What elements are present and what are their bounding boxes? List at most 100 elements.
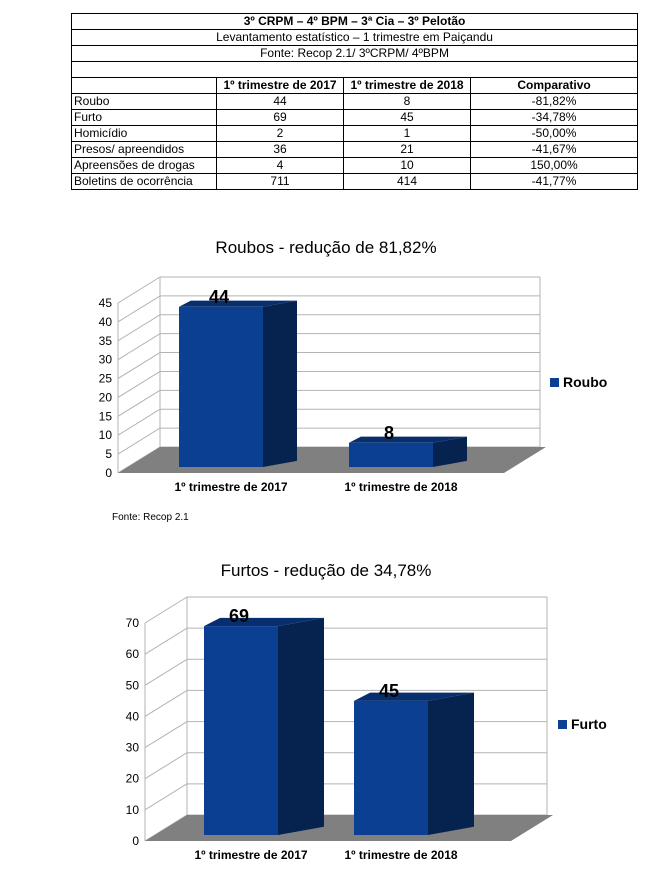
bar-top	[204, 617, 324, 627]
data-label: 69	[229, 606, 249, 626]
bar-top	[349, 436, 467, 443]
y-tick-label: 50	[126, 678, 140, 692]
gridline-side	[144, 721, 188, 748]
table-cell: 8	[343, 93, 471, 110]
y-tick-label: 40	[99, 315, 113, 329]
statistics-table: 3º CRPM – 4º BPM – 3ª Cia – 3º Pelotão L…	[70, 13, 639, 190]
data-label: 8	[384, 423, 394, 443]
table-header-cell: 1º trimestre de 2017	[216, 77, 344, 94]
chart-source: Fonte: Recop 2.1	[112, 512, 189, 523]
table-cell: -34,78%	[469, 109, 639, 126]
table-header-row: 1º trimestre de 2017 1º trimestre de 201…	[71, 77, 639, 94]
bar-side	[263, 300, 297, 467]
gridline-side	[144, 658, 188, 686]
y-tick-label: 20	[99, 390, 113, 404]
table-cell: Apreensões de drogas	[71, 157, 217, 174]
chart-roubos: 0 5 10 15 20 25 30 35 40 45 44 1º trimestre de 2017…	[99, 276, 607, 494]
table-subtitle: Levantamento estatístico – 1 trimestre e…	[70, 29, 639, 46]
legend-swatch	[550, 378, 559, 387]
gridline-side	[117, 314, 161, 342]
table-header-cell: 1º trimestre de 2018	[343, 77, 471, 94]
y-tick-label: 0	[105, 466, 112, 480]
legend-swatch	[558, 720, 567, 729]
legend-label: Roubo	[563, 374, 607, 390]
bar-side	[428, 692, 474, 835]
bar-side	[278, 617, 324, 835]
table-row: Apreensões de drogas 4 10 150,00%	[71, 157, 639, 174]
y-tick-label: 30	[126, 741, 140, 755]
gridline-side	[117, 408, 161, 436]
table-cell: 711	[216, 173, 344, 190]
table-row: Homicídio 2 1 -50,00%	[71, 125, 639, 142]
y-tick-label: 30	[99, 353, 113, 367]
x-tick-label: 1º trimestre de 2017	[194, 848, 307, 862]
y-tick-label: 10	[126, 803, 140, 817]
table-cell: 4	[216, 157, 344, 174]
gridline-side	[117, 389, 161, 417]
chart-title-furtos: Furtos - redução de 34,78%	[220, 561, 432, 580]
table-cell: 414	[343, 173, 471, 190]
table-cell: -50,00%	[469, 125, 639, 142]
bar-top	[179, 300, 297, 307]
table-cell: 10	[343, 157, 471, 174]
legend-label: Furto	[571, 716, 607, 732]
x-tick-label: 1º trimestre de 2017	[174, 480, 287, 494]
y-tick-label: 15	[99, 409, 113, 423]
table-cell: 21	[343, 141, 471, 158]
bar	[354, 700, 428, 835]
gridline-side	[117, 352, 161, 379]
bar	[204, 626, 278, 835]
gridline-side	[144, 752, 188, 780]
table-cell: 44	[216, 93, 344, 110]
gridline-side	[144, 596, 188, 624]
table-cell: Homicídio	[71, 125, 217, 142]
table-cell: 150,00%	[469, 157, 639, 174]
y-tick-label: 20	[126, 772, 140, 786]
table-row: Boletins de ocorrência 711 414 -41,77%	[71, 173, 639, 190]
data-label: 45	[379, 681, 399, 701]
y-tick-label: 0	[132, 834, 139, 848]
table-cell: 69	[216, 109, 344, 126]
table-cell: 45	[343, 109, 471, 126]
y-tick-label: 25	[99, 372, 113, 386]
table-row: Roubo 44 8 -81,82%	[71, 93, 639, 110]
table-cell: Furto	[71, 109, 217, 126]
table-cell: -41,77%	[469, 173, 639, 190]
table-cell: 2	[216, 125, 344, 142]
table-blank-row	[70, 61, 639, 78]
table-cell: Boletins de ocorrência	[71, 173, 217, 190]
gridline-side	[117, 295, 161, 323]
gridline-side	[117, 333, 161, 361]
y-tick-label: 5	[105, 447, 112, 461]
table-row: Presos/ apreendidos 36 21 -41,67%	[71, 141, 639, 158]
y-tick-label: 60	[126, 647, 140, 661]
table-cell: Roubo	[71, 93, 217, 110]
table-source: Fonte: Recop 2.1/ 3ºCRPM/ 4ºBPM	[70, 45, 639, 62]
x-tick-label: 1º trimestre de 2018	[344, 480, 457, 494]
y-tick-label: 45	[99, 296, 113, 310]
table-header-cell: Comparativo	[469, 77, 639, 94]
table-cell: -81,82%	[469, 93, 639, 110]
table-cell: Presos/ apreendidos	[71, 141, 217, 158]
table-cell: 36	[216, 141, 344, 158]
table-cell: 1	[343, 125, 471, 142]
table-title: 3º CRPM – 4º BPM – 3ª Cia – 3º Pelotão	[70, 13, 639, 30]
bar-top	[354, 692, 474, 701]
bar	[349, 442, 433, 467]
chart-furtos: 0 10 20 30 40 50 60 70 69 1º trimestre de 2017 45 1…	[126, 596, 607, 862]
y-tick-label: 70	[126, 616, 140, 630]
y-tick-label: 10	[99, 428, 113, 442]
gridline-side	[117, 276, 161, 304]
gridline-side	[117, 371, 161, 398]
y-tick-label: 40	[126, 709, 140, 723]
gridline-side	[144, 690, 188, 717]
table-cell: -41,67%	[469, 141, 639, 158]
table-header-cell	[71, 77, 217, 94]
table-row: Furto 69 45 -34,78%	[71, 109, 639, 126]
x-tick-label: 1º trimestre de 2018	[344, 848, 457, 862]
bar-side	[433, 436, 467, 467]
y-tick-label: 35	[99, 334, 113, 348]
chart-title-roubos: Roubos - redução de 81,82%	[215, 238, 437, 257]
gridline-side	[144, 627, 188, 655]
bar	[179, 306, 263, 467]
